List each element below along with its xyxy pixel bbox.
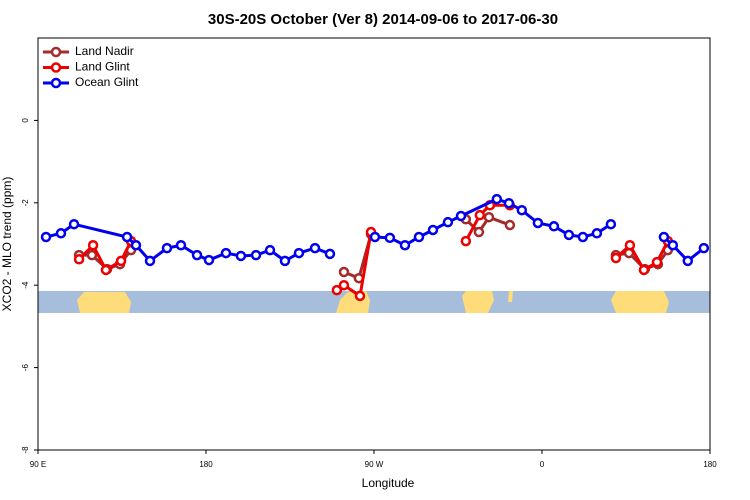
data-point (235, 250, 247, 262)
data-point (427, 224, 439, 236)
data-point (100, 264, 112, 276)
data-point (338, 279, 350, 291)
chart-title: 30S-20S October (Ver 8) 2014-09-06 to 20… (208, 11, 558, 28)
data-point (491, 193, 503, 205)
legend-marker (50, 46, 62, 58)
y-tick-label: -4 (21, 281, 30, 289)
data-point (577, 231, 589, 243)
land-strip (462, 291, 494, 313)
ocean-strip (38, 291, 710, 313)
data-point (73, 253, 85, 265)
data-point (563, 229, 575, 241)
data-point (682, 255, 694, 267)
data-point (40, 231, 52, 243)
data-point (250, 249, 262, 261)
legend-marker (50, 62, 62, 73)
data-point (115, 255, 127, 267)
data-point (130, 239, 142, 251)
data-point (503, 197, 515, 209)
x-tick-label: 180 (199, 460, 213, 469)
data-point (667, 239, 679, 251)
x-tick-label: 0 (540, 460, 545, 469)
data-point (144, 255, 156, 267)
data-point (264, 244, 276, 256)
data-point (638, 264, 650, 276)
data-point (324, 248, 336, 260)
data-point (384, 232, 396, 244)
legend-label: Land Glint (75, 60, 130, 74)
data-point (55, 228, 67, 239)
data-point (161, 242, 173, 254)
data-point (293, 247, 305, 259)
data-point (516, 204, 528, 216)
data-point (86, 249, 98, 261)
data-point (309, 242, 321, 254)
land-strip (611, 291, 669, 313)
data-point (624, 239, 636, 251)
data-point (610, 252, 622, 264)
y-tick-label: 0 (21, 118, 30, 123)
land-strip (508, 291, 513, 302)
x-tick-label: 90 E (30, 460, 46, 469)
data-point (532, 217, 544, 229)
map-strip (38, 291, 710, 313)
data-point (338, 266, 350, 278)
data-point (331, 284, 343, 296)
data-point (474, 209, 486, 221)
data-point (455, 210, 467, 222)
data-point (87, 239, 99, 251)
data-point (68, 218, 80, 230)
data-point (483, 211, 495, 223)
data-point (413, 231, 425, 243)
data-point (121, 231, 133, 243)
data-point (442, 216, 454, 228)
legend-label: Ocean Glint (75, 75, 139, 89)
data-point (354, 290, 366, 302)
data-point (591, 228, 603, 239)
data-point (399, 239, 411, 251)
y-tick-label: -6 (21, 363, 30, 371)
data-point (191, 249, 203, 261)
data-point (460, 235, 472, 247)
data-point (369, 231, 381, 243)
data-point (605, 218, 617, 230)
data-point (473, 226, 485, 238)
data-point (698, 242, 710, 254)
data-point (658, 231, 670, 243)
data-point (504, 219, 516, 231)
x-axis-label: Longitude (362, 476, 415, 490)
x-tick-label: 180 (703, 460, 717, 469)
x-tick-label: 90 W (365, 460, 384, 469)
data-point (548, 221, 560, 232)
data-point (279, 255, 291, 267)
y-tick-label: -8 (21, 446, 30, 454)
legend-marker (50, 77, 62, 89)
data-point (203, 254, 215, 266)
data-point (175, 239, 187, 251)
data-point (651, 256, 663, 268)
y-axis-label: XCO2 - MLO trend (ppm) (0, 177, 14, 312)
y-tick-label: -2 (21, 199, 30, 207)
legend-label: Land Nadir (75, 44, 134, 58)
data-point (220, 247, 232, 259)
land-strip (77, 292, 131, 313)
